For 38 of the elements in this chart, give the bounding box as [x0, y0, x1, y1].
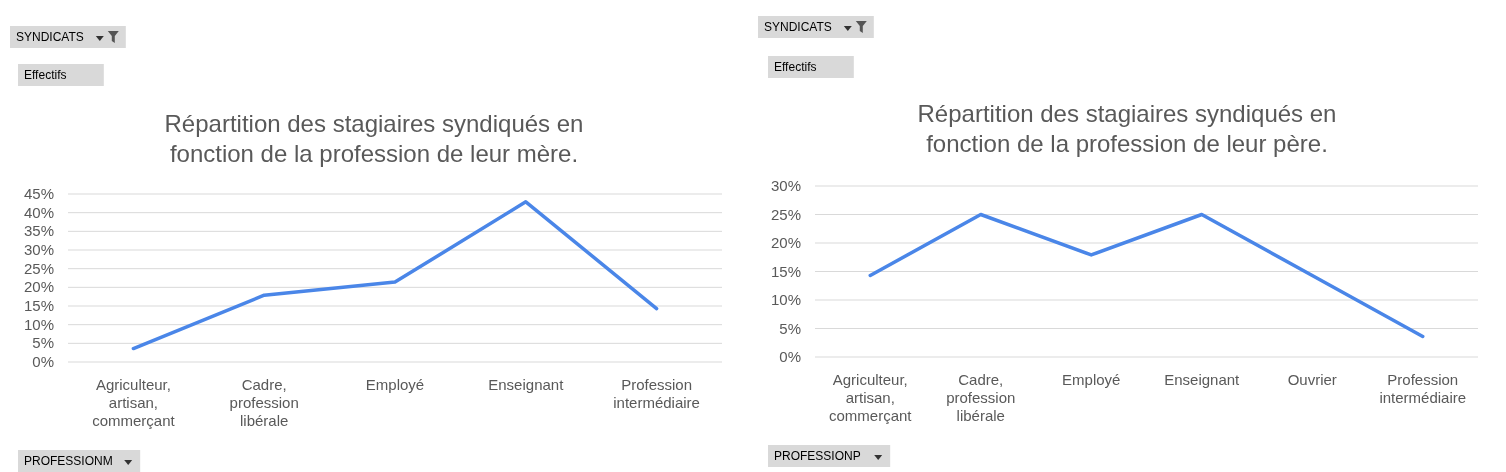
y-tick-label: 5% [32, 334, 54, 352]
chart-title: Répartition des stagiaires syndiqués en fonction de la profession de leur mère. [164, 110, 584, 167]
x-tick-label: Profession intermédiaire [1379, 371, 1467, 406]
y-tick-label: 30% [770, 177, 801, 194]
x-tick-label: Enseignant [488, 376, 565, 393]
y-tick-label: 15% [23, 297, 54, 314]
text: PROFESSIONP [774, 449, 861, 463]
y-tick-label: 15% [770, 262, 801, 280]
x-tick-label: Ouvrier [1287, 371, 1337, 388]
y-tick-label: 25% [770, 205, 801, 223]
y-tick-label: 25% [23, 259, 54, 277]
text: SYNDICATS [764, 20, 832, 34]
y-tick-label: 20% [770, 234, 801, 251]
line-series [868, 212, 1425, 339]
y-tick-label: 20% [23, 278, 54, 296]
x-tick-label: Employé [365, 376, 425, 393]
text: PROFESSIONM [24, 454, 113, 468]
x-tick-label: Enseignant [1164, 371, 1241, 388]
y-tick-label: 40% [23, 203, 54, 221]
x-tick-label: Cadre, profession libérale [229, 376, 299, 429]
y-tick-label: 0% [32, 353, 54, 370]
x-tick-label: Employé [1062, 371, 1121, 388]
x-tick-label: Profession intermédiaire [613, 376, 700, 411]
text: Effectifs [24, 68, 67, 82]
chart-title: Répartition des stagiaires syndiqués en fonction de la profession de leur père. [917, 100, 1337, 157]
x-tick-label: Cadre, profession libérale [946, 371, 1016, 424]
y-tick-label: 5% [779, 319, 801, 337]
line-series [131, 200, 659, 351]
y-tick-label: 45% [23, 185, 54, 202]
text: Effectifs [774, 60, 817, 74]
x-tick-label: Agriculteur, artisan, commerçant [92, 376, 176, 429]
y-tick-label: 35% [23, 222, 54, 240]
text: SYNDICATS [16, 30, 84, 44]
y-tick-label: 10% [770, 291, 801, 308]
y-tick-label: 0% [779, 348, 801, 365]
y-tick-label: 30% [23, 241, 54, 258]
x-tick-label: Agriculteur, artisan, commerçant [828, 371, 913, 424]
y-tick-label: 10% [23, 315, 54, 333]
